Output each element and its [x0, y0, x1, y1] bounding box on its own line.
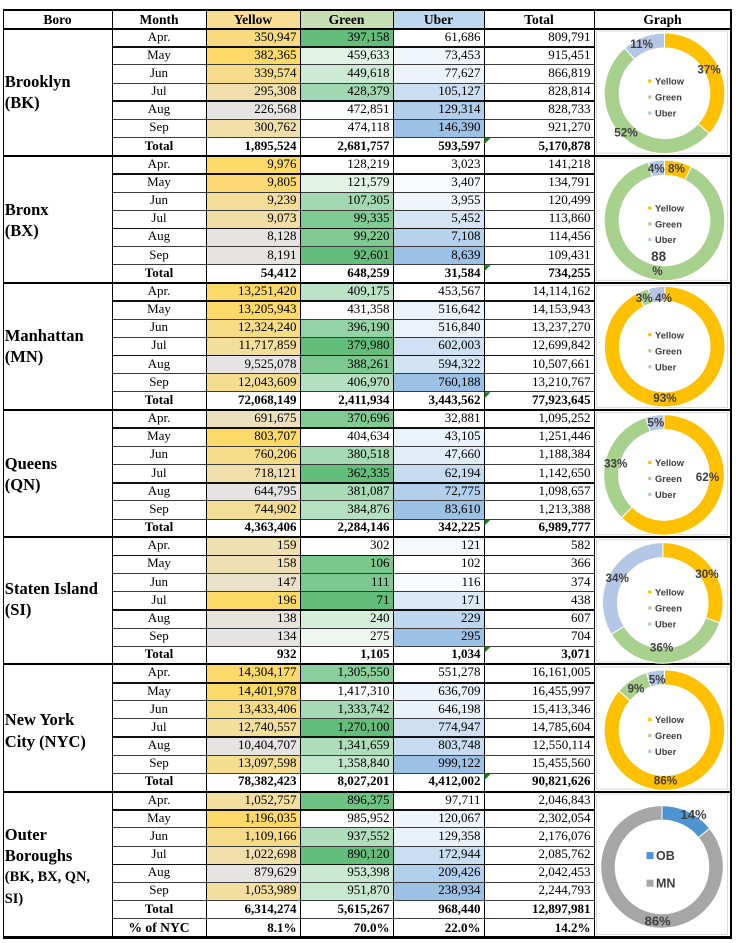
svg-text:37%: 37% — [697, 64, 721, 77]
svg-text:34%: 34% — [605, 572, 629, 585]
svg-text:14%: 14% — [680, 807, 706, 822]
svg-text:Uber: Uber — [655, 747, 677, 757]
svg-text:4%: 4% — [655, 292, 673, 305]
svg-text:62%: 62% — [696, 471, 720, 484]
svg-text:88: 88 — [651, 249, 667, 264]
svg-text:Yellow: Yellow — [655, 588, 685, 598]
svg-text:11%: 11% — [630, 38, 653, 51]
svg-text:MN: MN — [656, 877, 675, 891]
svg-text:Yellow: Yellow — [655, 330, 685, 340]
svg-text:Uber: Uber — [655, 235, 677, 245]
svg-text:30%: 30% — [695, 568, 719, 581]
svg-text:Yellow: Yellow — [655, 715, 685, 725]
svg-text:36%: 36% — [650, 642, 674, 655]
svg-text:Green: Green — [655, 219, 682, 229]
svg-text:Green: Green — [655, 474, 682, 484]
svg-text:Uber: Uber — [655, 362, 677, 372]
svg-text:Uber: Uber — [655, 109, 677, 119]
svg-text:4%: 4% — [648, 162, 666, 175]
svg-text:9%: 9% — [628, 682, 646, 695]
svg-text:Green: Green — [655, 604, 682, 614]
svg-text:8%: 8% — [668, 162, 686, 175]
svg-text:Green: Green — [655, 731, 682, 741]
svg-text:Green: Green — [655, 93, 682, 103]
svg-text:86%: 86% — [645, 913, 671, 928]
svg-text:Yellow: Yellow — [655, 458, 685, 468]
svg-text:86%: 86% — [654, 775, 678, 788]
svg-text:Yellow: Yellow — [655, 204, 685, 214]
svg-text:3%: 3% — [636, 292, 654, 305]
svg-text:Uber: Uber — [655, 620, 677, 630]
svg-text:Yellow: Yellow — [655, 77, 685, 87]
svg-text:OB: OB — [656, 849, 675, 863]
svg-text:52%: 52% — [614, 126, 638, 139]
svg-text:93%: 93% — [653, 392, 677, 405]
svg-text:Uber: Uber — [655, 490, 677, 500]
svg-text:5%: 5% — [647, 416, 665, 429]
svg-text:5%: 5% — [649, 674, 667, 687]
svg-text:%: % — [652, 265, 663, 278]
svg-text:33%: 33% — [604, 457, 628, 470]
svg-text:Green: Green — [655, 346, 682, 356]
